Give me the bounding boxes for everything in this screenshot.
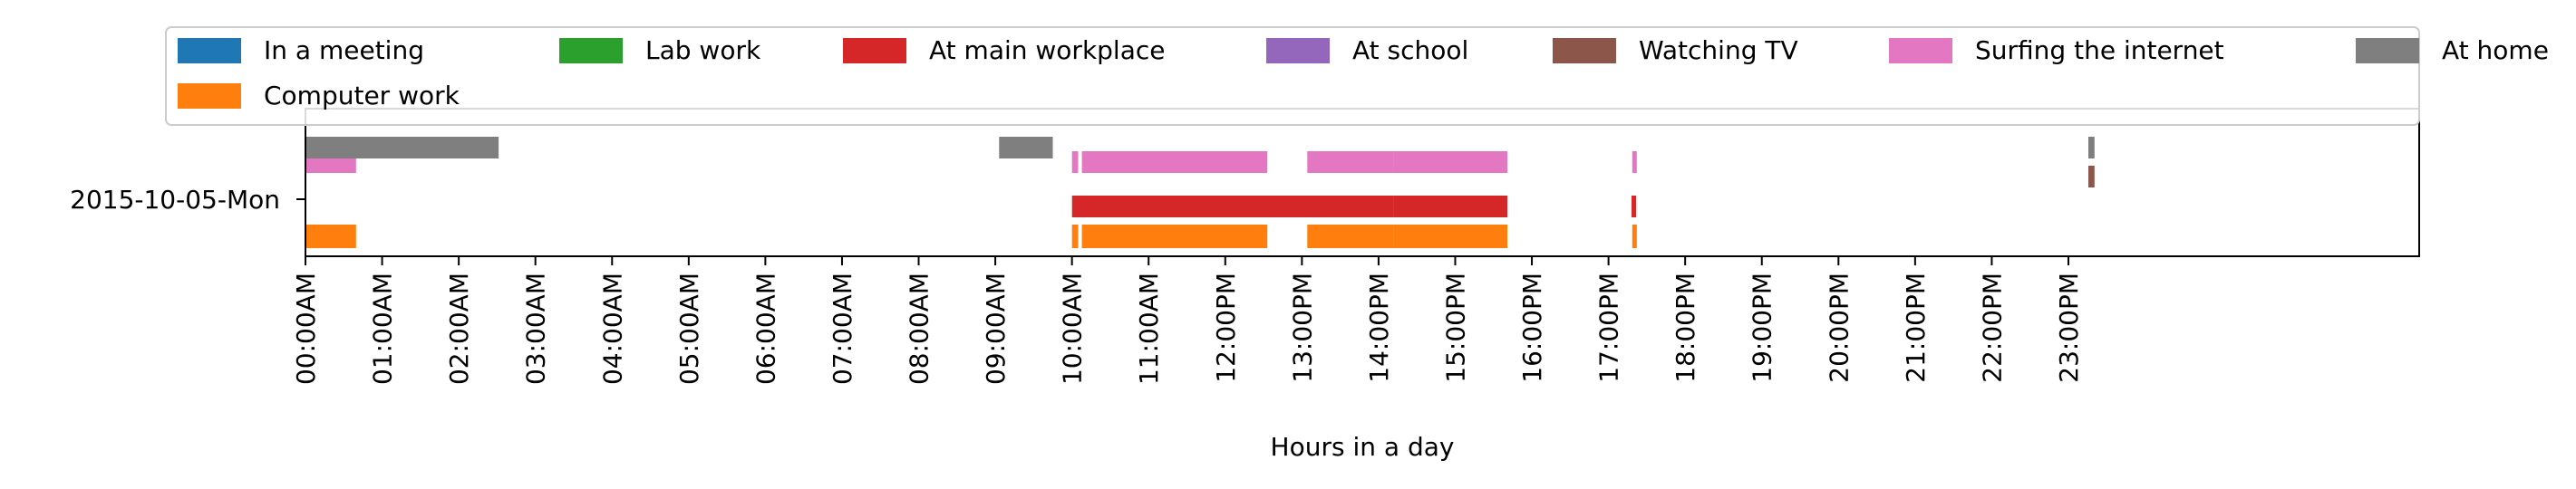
bar-watching-tv-0 [2088,166,2095,187]
bar-at-home-0 [305,137,499,158]
y-tick-label: 2015-10-05-Mon [70,185,280,215]
x-tick-label: 04:00AM [597,273,627,385]
x-tick-label: 07:00AM [828,273,857,385]
x-tick-label: 22:00PM [1977,273,2007,383]
bar-surfing-the-internet-5 [1632,151,1637,173]
x-axis: 00:00AM 01:00AM 02:00AM 03:00AM 04:00AM 05:00… [291,256,2084,385]
legend-frame [165,26,2420,126]
x-tick-label: 02:00AM [444,273,474,385]
bar-at-main-workplace-0 [1071,196,1394,217]
x-tick-label: 21:00PM [1901,273,1931,383]
bar-computer-work-3 [1307,225,1394,248]
bar-computer-work-4 [1393,225,1507,248]
x-tick-label: 12:00PM [1211,273,1241,383]
x-tick-label: 15:00PM [1440,273,1470,383]
legend-label-at-school: At school [1352,35,1468,65]
x-tick-label: 06:00AM [751,273,780,385]
x-tick-label: 03:00AM [521,273,551,385]
legend-label-at-main-workplace: At main workplace [929,35,1166,65]
bar-at-main-workplace-2 [1632,196,1636,217]
bar-surfing-the-internet-1 [1071,151,1079,173]
bar-at-home-1 [999,137,1053,158]
x-tick-label: 23:00PM [2054,273,2084,383]
legend-label-in-a-meeting: In a meeting [264,35,424,65]
legend-label-surfing-the-internet: Surfing the internet [1975,35,2224,65]
x-axis-label: Hours in a day [1271,432,1455,462]
legend-label-lab-work: Lab work [645,35,761,65]
legend-swatch-at-school [1266,38,1330,63]
bar-at-home-2 [2088,137,2095,158]
bar-surfing-the-internet-3 [1307,151,1394,173]
legend-swatch-computer-work [178,83,241,109]
bar-surfing-the-internet-4 [1393,151,1507,173]
legend-swatch-surfing-the-internet [1889,38,1952,63]
bars-layer [305,137,2095,248]
legend-label-at-home: At home [2442,35,2549,65]
x-tick-label: 09:00AM [981,273,1011,385]
bar-computer-work-0 [305,225,356,248]
x-tick-label: 17:00PM [1594,273,1624,383]
x-tick-label: 13:00PM [1287,273,1317,383]
legend-swatch-at-main-workplace [843,38,906,63]
legend-swatch-watching-tv [1553,38,1616,63]
y-axis: 2015-10-05-Mon [70,185,305,215]
x-tick-label: 16:00PM [1517,273,1547,383]
legend-swatch-lab-work [559,38,623,63]
x-tick-label: 00:00AM [291,273,321,385]
x-tick-label: 10:00AM [1058,273,1088,385]
legend-label-computer-work: Computer work [264,81,460,110]
legend: In a meeting Lab work At main workplace At … [165,26,2549,126]
bar-computer-work-5 [1632,225,1637,248]
bar-computer-work-2 [1081,225,1268,248]
x-tick-label: 19:00PM [1748,273,1777,383]
x-tick-label: 05:00AM [674,273,704,385]
legend-swatch-at-home [2356,38,2419,63]
x-tick-label: 20:00PM [1824,273,1854,383]
bar-surfing-the-internet-2 [1081,151,1268,173]
x-tick-label: 08:00AM [905,273,935,385]
bar-at-main-workplace-1 [1393,196,1507,217]
x-tick-label: 01:00AM [368,273,398,385]
legend-label-watching-tv: Watching TV [1639,35,1798,65]
bar-computer-work-1 [1071,225,1079,248]
x-tick-label: 18:00PM [1671,273,1700,383]
x-tick-label: 14:00PM [1364,273,1394,383]
legend-swatch-in-a-meeting [178,38,241,63]
x-tick-label: 11:00AM [1134,273,1164,385]
